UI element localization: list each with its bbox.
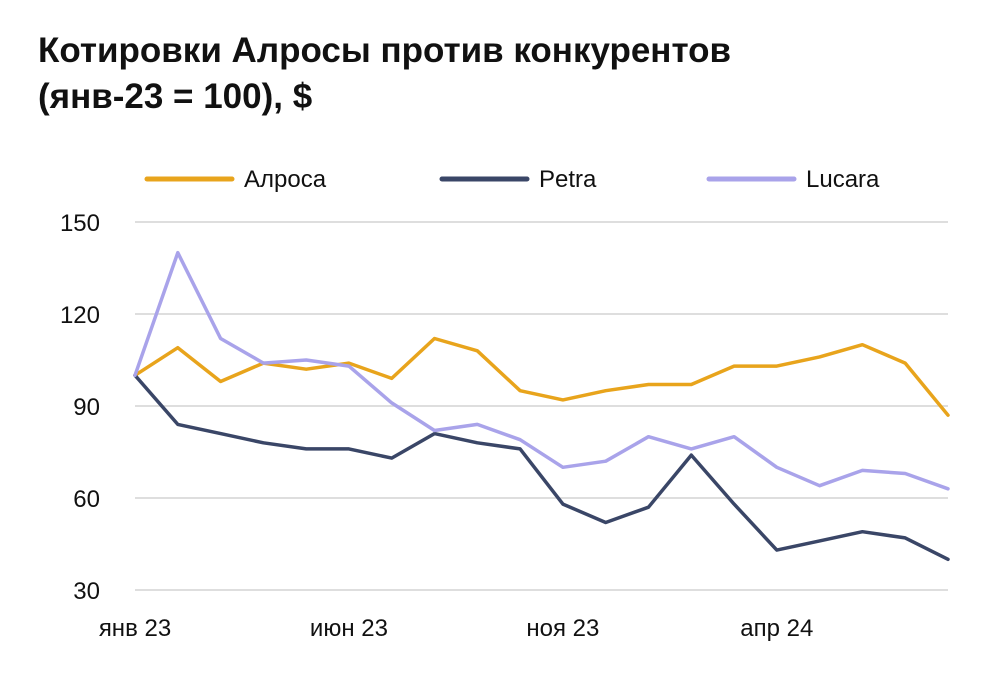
x-tick-label: июн 23: [310, 615, 388, 642]
chart-title: Котировки Алросы против конкурентов (янв…: [38, 28, 731, 120]
legend-label: Lucara: [806, 166, 880, 193]
legend: Алроса Petra Lucara: [144, 166, 880, 193]
x-tick-label: апр 24: [740, 615, 813, 642]
x-axis-ticks: янв 23 июн 23 ноя 23 апр 24: [99, 615, 814, 642]
gridlines: [135, 221, 948, 591]
series-line-0: [133, 336, 950, 417]
y-axis-ticks: 150 120 90 60 30: [60, 210, 100, 605]
chart-title-line1: Котировки Алросы против конкурентов: [38, 31, 732, 70]
legend-label: Алроса: [244, 166, 327, 193]
y-tick-label: 150: [60, 210, 100, 237]
x-tick-label: янв 23: [99, 615, 171, 642]
series-lines: [133, 250, 950, 562]
y-tick-label: 120: [60, 302, 100, 329]
legend-label: Petra: [539, 166, 597, 193]
x-tick-label: ноя 23: [526, 615, 599, 642]
y-tick-label: 90: [73, 394, 100, 421]
chart-title-line2: (янв-23 = 100), $: [38, 77, 313, 116]
y-tick-label: 30: [73, 578, 100, 605]
series-line-2: [133, 250, 950, 491]
y-tick-label: 60: [73, 486, 100, 513]
series-line-1: [133, 373, 950, 562]
